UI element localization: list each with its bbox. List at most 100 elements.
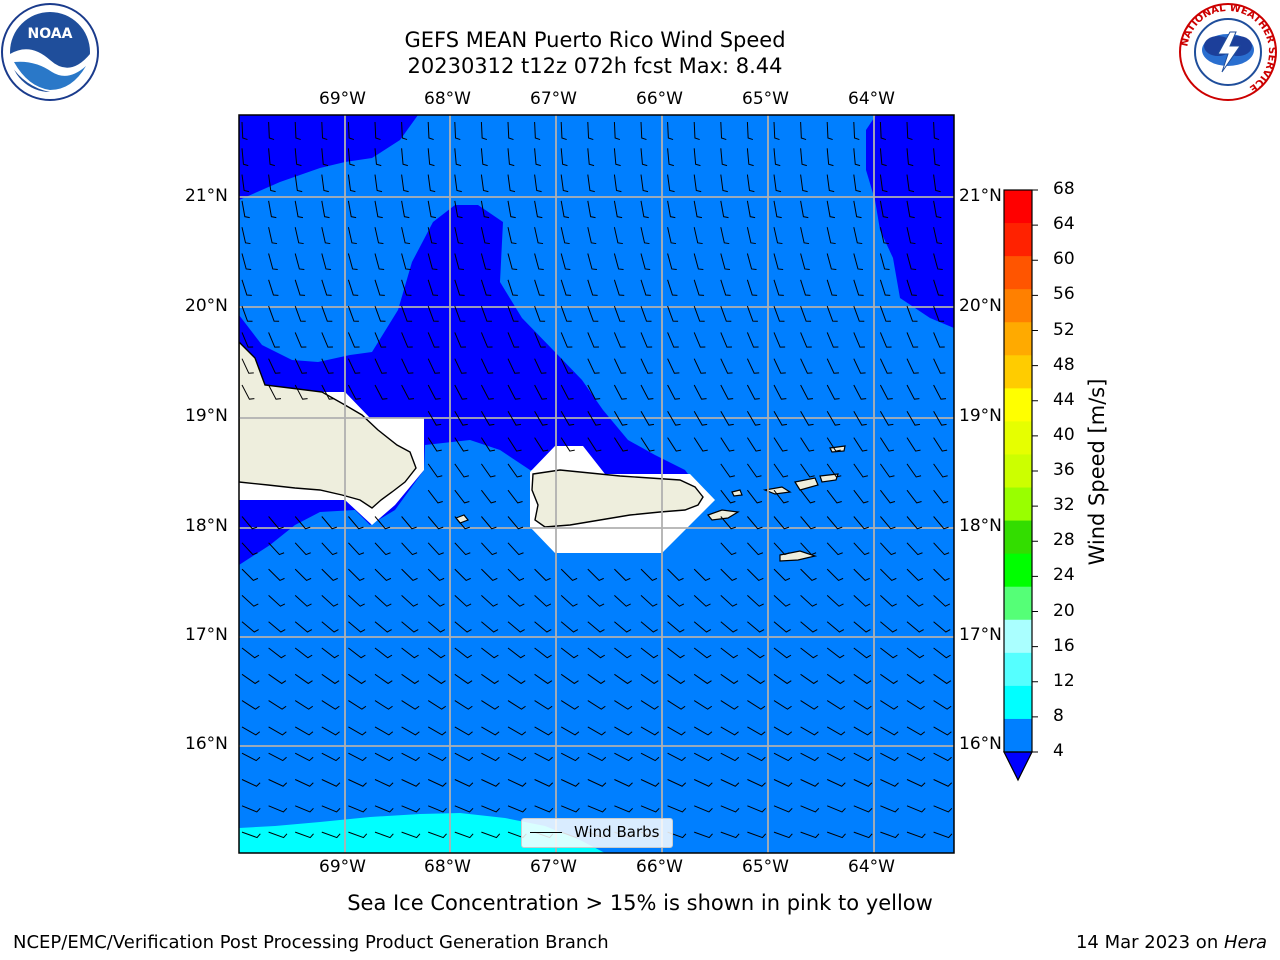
wind-barb (454, 174, 462, 193)
wind-barb (826, 305, 838, 322)
wind-barb (773, 647, 792, 659)
wind-barb (321, 148, 329, 167)
wind-barb (694, 831, 713, 839)
colorbar-tick-label: 56 (1053, 284, 1075, 305)
wind-barb (880, 489, 896, 504)
wind-barb (560, 332, 573, 348)
wind-barb (853, 831, 873, 839)
wind-barb (720, 279, 731, 296)
wind-barb (693, 752, 713, 762)
wind-barb (294, 621, 313, 633)
land-hispaniola (239, 341, 417, 509)
wind-zone-8-12 (239, 813, 605, 853)
wind-barb (507, 568, 525, 581)
wind-barb (906, 384, 920, 400)
wind-barb (747, 489, 763, 504)
colorbar-swatch (1004, 388, 1032, 422)
wind-barb (507, 358, 520, 374)
wind-barb (321, 121, 328, 141)
wind-barb (853, 121, 860, 141)
wind-barb (241, 253, 252, 270)
wind-barb (613, 411, 628, 426)
wind-barb (347, 279, 359, 296)
wind-barb (427, 437, 442, 452)
wind-barb (268, 253, 278, 270)
wind-barb (507, 595, 525, 607)
wind-barb (321, 647, 340, 659)
wind-barb (640, 621, 658, 633)
wind-barb (348, 779, 367, 787)
lon-label-top-69w: 69°W (319, 89, 366, 109)
wind-barb (401, 384, 415, 400)
wind-barb (268, 752, 287, 762)
wind-barb (933, 384, 947, 400)
wind-barb (720, 673, 739, 685)
wind-barb (347, 384, 361, 400)
lat-label-right-18n: 18°N (959, 516, 1002, 536)
wind-barb (800, 700, 819, 710)
wind-barb (640, 253, 651, 270)
wind-barb (826, 542, 843, 556)
wind-barb (800, 647, 818, 659)
wind-barb (587, 332, 599, 348)
wind-barb (879, 200, 889, 219)
wind-barb (268, 595, 286, 607)
wind-barb (294, 752, 314, 762)
colorbar-swatch (1004, 355, 1032, 389)
wind-barb (321, 384, 335, 400)
wind-barb (773, 358, 786, 374)
wind-barb (693, 200, 703, 219)
wind-barb (374, 542, 391, 556)
wind-barb (560, 647, 579, 659)
wind-barb (933, 779, 953, 787)
wind-barb (720, 647, 739, 659)
footer-date-text: 14 Mar 2023 on (1075, 932, 1224, 953)
wind-barb (933, 700, 952, 710)
wind-barb (667, 752, 686, 762)
wind-barb (507, 700, 526, 710)
wind-barb (560, 437, 575, 452)
wind-barb (800, 752, 819, 762)
wind-barb (480, 305, 492, 322)
wind-barb (374, 779, 394, 787)
lon-label-top-66w: 66°W (636, 89, 683, 109)
wind-barb (534, 148, 541, 167)
wind-barb (348, 621, 366, 633)
wind-barb (933, 673, 952, 685)
wind-barb (800, 384, 814, 400)
gridlines (239, 115, 954, 853)
nws-logo: NATIONAL WEATHER SERVICE (1178, 2, 1278, 102)
wind-barb (241, 568, 259, 581)
wind-barb (720, 200, 729, 219)
colorbar-swatch (1004, 586, 1032, 621)
wind-barb (427, 621, 446, 633)
wind-barb (853, 384, 867, 400)
wind-barb (454, 516, 470, 530)
wind-barb (614, 752, 633, 762)
wind-barb (268, 647, 286, 659)
wind-barb (454, 673, 473, 685)
wind-barb (693, 673, 712, 685)
wind-barb (294, 673, 313, 685)
wind-barb (374, 305, 386, 322)
wind-barb (507, 779, 527, 787)
wind-barb (720, 595, 738, 607)
wind-barb (773, 831, 793, 839)
title-line-1: GEFS MEAN Puerto Rico Wind Speed (404, 28, 786, 52)
wind-barb (347, 305, 359, 322)
wind-barb (507, 332, 520, 348)
wind-barb (853, 200, 862, 219)
wind-barb (747, 647, 765, 659)
wind-barb (347, 200, 357, 219)
wind-barb (613, 121, 621, 141)
wind-barb (241, 200, 250, 219)
colorbar-tick-label: 48 (1053, 354, 1075, 375)
lon-label-top-68w: 68°W (424, 89, 471, 109)
wind-barb (773, 121, 780, 141)
footer-branch: NCEP/EMC/Verification Post Processing Pr… (13, 932, 609, 953)
wind-barb (640, 568, 658, 581)
wind-barb (773, 568, 791, 581)
colorbar-extend-triangle (1003, 751, 1033, 782)
wind-barb (374, 516, 391, 530)
wind-barb (560, 148, 568, 167)
